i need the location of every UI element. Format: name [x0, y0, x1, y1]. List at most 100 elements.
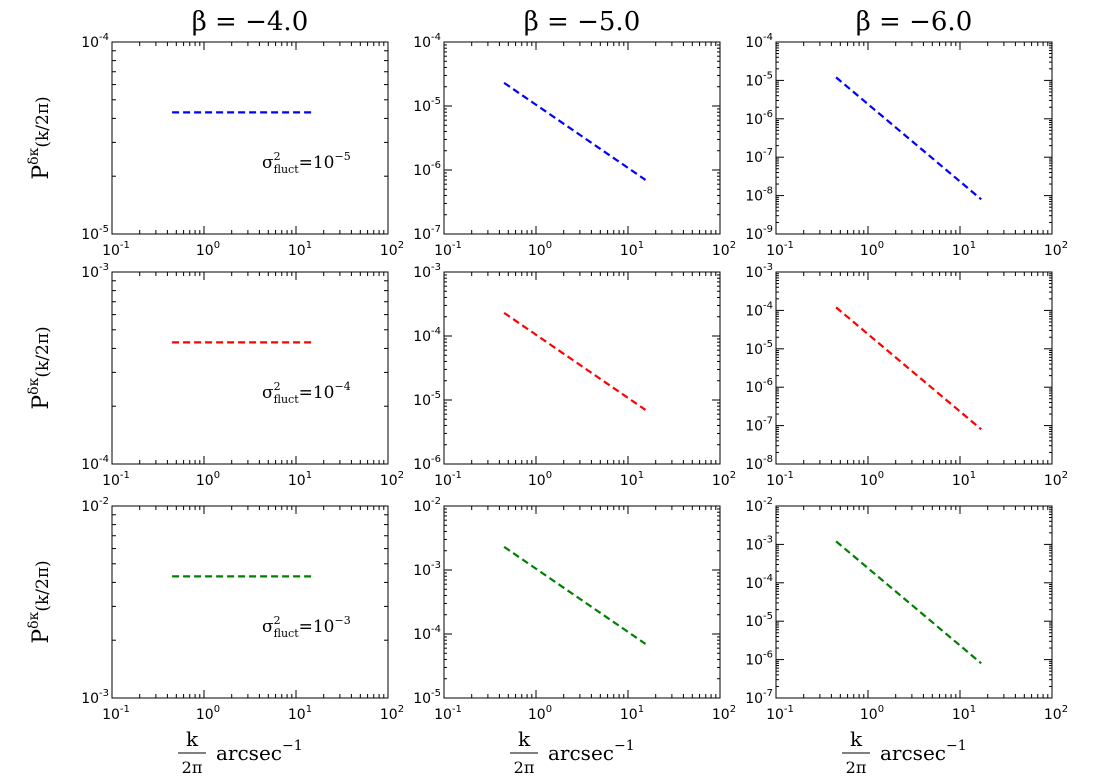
x-tick-label: 102 — [1044, 470, 1068, 489]
row-ylabel-0: Pδκ(k/2π) — [26, 96, 54, 179]
x-tick-label: 101 — [620, 240, 644, 259]
x-tick-label: 10-1 — [766, 704, 794, 723]
annotation-sub: fluct — [274, 627, 300, 640]
x-tick-label: 10-1 — [102, 704, 130, 723]
axes-frame — [443, 505, 721, 699]
column-xlabel-1: k 2π arcsec−1 — [510, 727, 635, 777]
y-tick-label: 10-8 — [745, 454, 773, 473]
x-tick-label: 10-1 — [434, 240, 462, 259]
xlabel-numerator: k — [518, 727, 531, 751]
row-ylabel-1: Pδκ(k/2π) — [26, 326, 54, 409]
y-tick-label: 10-3 — [745, 534, 773, 553]
annotation-exp: −3 — [335, 614, 351, 627]
y-tick-label: 10-8 — [745, 186, 773, 205]
axes-frame — [443, 41, 721, 235]
xlabel-numerator: k — [186, 727, 199, 751]
ylabel-arg: (k/2π) — [33, 326, 53, 377]
x-tick-label: 100 — [196, 470, 220, 489]
y-tick-label: 10-3 — [413, 560, 441, 579]
y-tick-label: 10-2 — [745, 496, 773, 515]
x-tick-label: 10-1 — [102, 240, 130, 259]
x-tick-label: 101 — [952, 470, 976, 489]
y-tick-label: 10-5 — [413, 96, 441, 115]
x-tick-label: 102 — [1044, 240, 1068, 259]
annotation-symbol: σ — [262, 153, 274, 173]
x-tick-label: 101 — [620, 704, 644, 723]
series-line — [835, 76, 982, 201]
sigma-annotation: σ2 fluct=10−4 — [262, 380, 351, 406]
x-tick-label: 101 — [952, 704, 976, 723]
xlabel-unit: arcsec−1 — [548, 738, 635, 765]
x-tick-label: 102 — [380, 240, 404, 259]
y-tick-label: 10-7 — [745, 688, 773, 707]
y-tick-label: 10-4 — [745, 573, 773, 592]
x-tick-label: 100 — [528, 704, 552, 723]
column-xlabel-2: k 2π arcsec−1 — [842, 727, 967, 777]
axes-frame — [111, 505, 389, 699]
y-tick-label: 10-2 — [413, 496, 441, 515]
y-tick-label: 10-4 — [745, 300, 773, 319]
ylabel-symbol: P — [29, 395, 54, 410]
y-tick-label: 10-3 — [745, 262, 773, 281]
ylabel-arg: (k/2π) — [33, 96, 53, 147]
series-line — [503, 311, 647, 411]
x-tick-label: 100 — [196, 704, 220, 723]
x-tick-label: 102 — [712, 704, 736, 723]
ylabel-sup: δκ — [26, 147, 42, 164]
y-tick-label: 10-5 — [745, 339, 773, 358]
x-tick-label: 102 — [1044, 704, 1068, 723]
xlabel-unit-exp: −1 — [282, 738, 303, 754]
ylabel-symbol: P — [29, 629, 54, 644]
xlabel-unit: arcsec−1 — [216, 738, 303, 765]
axes-frame — [111, 271, 389, 465]
y-tick-label: 10-5 — [745, 611, 773, 630]
annotation-symbol: σ — [262, 383, 274, 403]
y-tick-label: 10-5 — [81, 224, 109, 243]
x-tick-label: 10-1 — [102, 470, 130, 489]
y-tick-label: 10-4 — [81, 32, 109, 51]
series-line — [835, 540, 982, 665]
subplot-r1-c0: 10-1 100 101 102 10-4 10-3 σ2 fluct=10−4 — [81, 262, 404, 489]
annotation-sup: 2 — [274, 380, 281, 393]
annotation-sub: fluct — [274, 163, 300, 176]
y-tick-label: 10-3 — [81, 688, 109, 707]
xlabel-unit-text: arcsec — [880, 741, 946, 765]
column-xlabel-0: k 2π arcsec−1 — [178, 727, 303, 777]
x-tick-label: 100 — [860, 470, 884, 489]
x-tick-label: 10-1 — [766, 240, 794, 259]
annotation-value: =10 — [299, 383, 335, 403]
x-tick-label: 101 — [952, 240, 976, 259]
y-tick-label: 10-7 — [745, 416, 773, 435]
axes-frame — [775, 271, 1053, 465]
xlabel-numerator: k — [850, 727, 863, 751]
y-tick-label: 10-5 — [413, 688, 441, 707]
annotation-sup: 2 — [274, 150, 281, 163]
y-tick-label: 10-4 — [413, 624, 441, 643]
x-tick-label: 102 — [380, 704, 404, 723]
annotation-symbol: σ — [262, 617, 274, 637]
y-tick-label: 10-5 — [745, 70, 773, 89]
subplot-r0-c1: 10-1 100 101 102 10-7 10-6 10-5 10-4 — [413, 32, 736, 259]
y-tick-label: 10-4 — [745, 32, 773, 51]
y-tick-label: 10-5 — [413, 390, 441, 409]
subplot-r0-c0: 10-1 100 101 102 10-5 10-4 σ2 fluct=10−5 — [81, 32, 404, 259]
x-tick-label: 100 — [528, 470, 552, 489]
y-tick-label: 10-4 — [81, 454, 109, 473]
series-line — [835, 306, 982, 431]
ylabel-symbol: P — [29, 165, 54, 180]
xlabel-unit-text: arcsec — [548, 741, 614, 765]
y-tick-label: 10-9 — [745, 224, 773, 243]
x-tick-label: 101 — [288, 240, 312, 259]
x-tick-label: 101 — [288, 470, 312, 489]
y-tick-label: 10-6 — [745, 650, 773, 669]
subplot-r1-c2: 10-1 100 101 102 10-8 10-7 10-6 10-5 10-4 10-3 — [745, 262, 1068, 489]
y-tick-label: 10-6 — [745, 109, 773, 128]
annotation-value: =10 — [299, 617, 335, 637]
y-tick-label: 10-4 — [413, 32, 441, 51]
column-title-2: β = −6.0 — [856, 7, 972, 37]
column-title-1: β = −5.0 — [524, 7, 640, 37]
y-tick-label: 10-6 — [745, 377, 773, 396]
y-tick-label: 10-6 — [413, 160, 441, 179]
y-tick-label: 10-3 — [81, 262, 109, 281]
x-tick-label: 10-1 — [434, 704, 462, 723]
